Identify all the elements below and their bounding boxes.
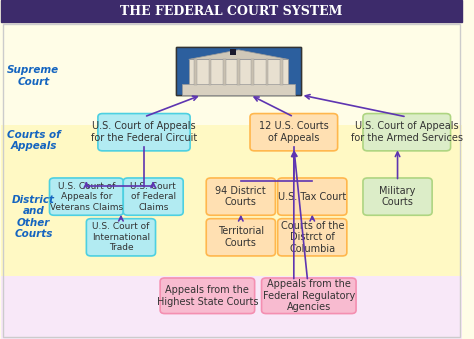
FancyBboxPatch shape (206, 178, 275, 215)
FancyBboxPatch shape (86, 219, 155, 256)
FancyBboxPatch shape (49, 178, 123, 215)
FancyBboxPatch shape (176, 47, 301, 95)
FancyBboxPatch shape (176, 47, 301, 95)
FancyBboxPatch shape (182, 84, 294, 95)
FancyBboxPatch shape (1, 22, 462, 125)
Text: 12 U.S. Courts
of Appeals: 12 U.S. Courts of Appeals (259, 121, 328, 143)
FancyBboxPatch shape (160, 278, 255, 314)
FancyBboxPatch shape (237, 59, 240, 85)
Text: District
and
Other
Courts: District and Other Courts (12, 195, 55, 239)
FancyBboxPatch shape (206, 219, 275, 256)
FancyBboxPatch shape (230, 49, 236, 55)
Polygon shape (189, 50, 288, 59)
Text: Courts of the
Distrct of
Columbia: Courts of the Distrct of Columbia (281, 221, 344, 254)
FancyBboxPatch shape (363, 178, 432, 215)
Text: Territorial
Courts: Territorial Courts (218, 226, 264, 248)
FancyBboxPatch shape (209, 59, 211, 85)
FancyBboxPatch shape (189, 59, 288, 85)
FancyBboxPatch shape (194, 59, 197, 85)
FancyBboxPatch shape (1, 276, 462, 339)
FancyBboxPatch shape (123, 178, 183, 215)
FancyBboxPatch shape (262, 278, 356, 314)
FancyBboxPatch shape (280, 59, 283, 85)
Text: Appeals from the
Federal Regulatory
Agencies: Appeals from the Federal Regulatory Agen… (263, 279, 355, 312)
Text: U.S. Court of
International
Trade: U.S. Court of International Trade (92, 222, 150, 252)
Text: U.S. Court of Appeals
for the Federal Circuit: U.S. Court of Appeals for the Federal Ci… (91, 121, 197, 143)
Text: Courts of
Appeals: Courts of Appeals (7, 130, 60, 152)
FancyBboxPatch shape (1, 0, 462, 22)
FancyBboxPatch shape (1, 125, 462, 276)
Text: U.S. Tax Court: U.S. Tax Court (278, 192, 346, 202)
FancyBboxPatch shape (265, 59, 268, 85)
FancyBboxPatch shape (278, 178, 347, 215)
FancyBboxPatch shape (98, 114, 190, 151)
Text: THE FEDERAL COURT SYSTEM: THE FEDERAL COURT SYSTEM (120, 5, 343, 18)
FancyBboxPatch shape (278, 219, 347, 256)
Text: Military
Courts: Military Courts (379, 186, 416, 207)
FancyBboxPatch shape (251, 59, 254, 85)
Text: Supreme
Court: Supreme Court (7, 65, 59, 87)
Text: U.S. Court of Appeals
for the Armed Services: U.S. Court of Appeals for the Armed Serv… (351, 121, 463, 143)
Text: Appeals from the
Highest State Courts: Appeals from the Highest State Courts (156, 285, 258, 306)
Text: 94 District
Courts: 94 District Courts (216, 186, 266, 207)
FancyBboxPatch shape (250, 114, 337, 151)
Text: U.S. Court
of Federal
Claims: U.S. Court of Federal Claims (130, 182, 176, 212)
FancyBboxPatch shape (223, 59, 226, 85)
Text: U.S. Court of
Appeals for
Veterans Claims: U.S. Court of Appeals for Veterans Claim… (50, 182, 123, 212)
FancyBboxPatch shape (363, 114, 451, 151)
